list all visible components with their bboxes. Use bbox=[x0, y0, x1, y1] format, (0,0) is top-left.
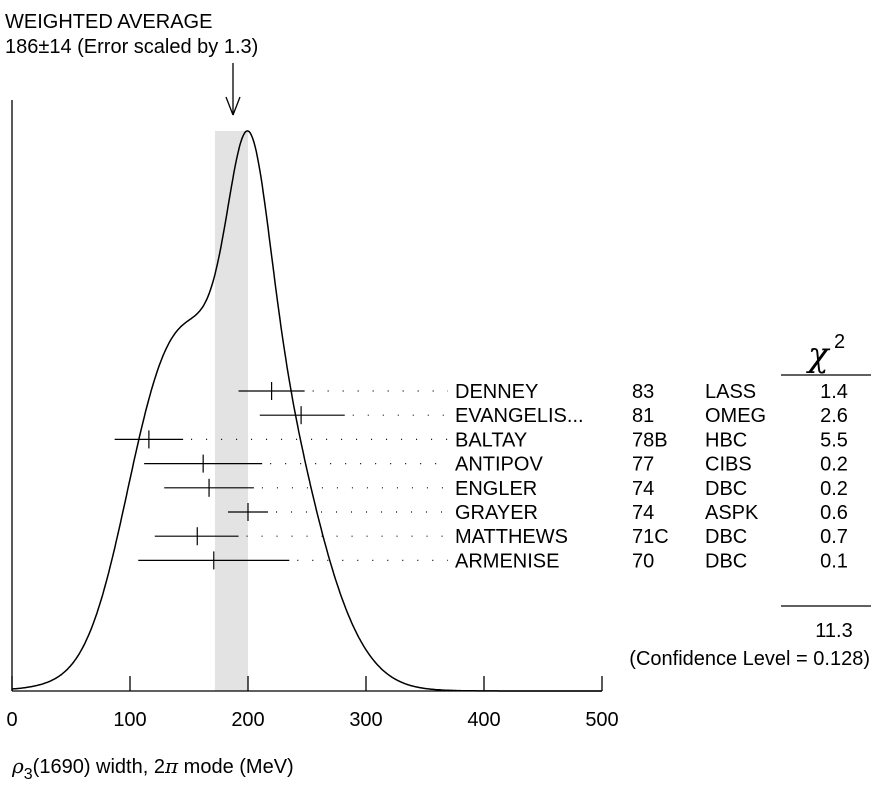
x-axis-label-mid: (1690) width, 2 bbox=[33, 756, 165, 778]
measurement-technique: DBC bbox=[705, 550, 747, 572]
measurement-technique: CIBS bbox=[705, 454, 752, 476]
measurement-chi2: 5.5 bbox=[820, 429, 848, 451]
measurement-author: ANTIPOV bbox=[455, 454, 543, 476]
x-axis-label-end: mode (MeV) bbox=[178, 756, 294, 778]
x-axis-label: ρ3(1690) width, 2π mode (MeV) bbox=[11, 754, 294, 783]
measurement-author: GRAYER bbox=[455, 502, 538, 524]
chi-power: 2 bbox=[834, 331, 845, 353]
x-axis-ticks: 0 100 200 300 400 500 bbox=[6, 676, 619, 731]
measurement-row: EVANGELIS... 81 OMEG 2.6 bbox=[259, 405, 848, 427]
measurement-row: ENGLER 74 DBC 0.2 bbox=[164, 478, 848, 500]
measurement-row: DENNEY 83 LASS 1.4 bbox=[238, 381, 848, 403]
measurement-author: ARMENISE bbox=[455, 550, 559, 572]
measurement-author: DENNEY bbox=[455, 381, 538, 403]
x-tick-label: 100 bbox=[113, 709, 146, 731]
x-axis-label-sub: 3 bbox=[24, 766, 33, 783]
measurement-chi2: 0.1 bbox=[820, 550, 848, 572]
ideogram-curve bbox=[11, 130, 602, 692]
measurement-row: ANTIPOV 77 CIBS 0.2 bbox=[144, 454, 848, 476]
measurement-chi2: 2.6 bbox=[820, 405, 848, 427]
measurement-technique: OMEG bbox=[705, 405, 766, 427]
measurement-author: MATTHEWS bbox=[455, 526, 568, 548]
measurement-row: ARMENISE 70 DBC 0.1 bbox=[138, 550, 848, 572]
confidence-level: (Confidence Level = 0.128) bbox=[629, 648, 870, 670]
weighted-average-title: WEIGHTED AVERAGE bbox=[5, 11, 212, 33]
measurement-technique: HBC bbox=[705, 429, 747, 451]
measurement-year: 70 bbox=[632, 550, 654, 572]
measurement-technique: DBC bbox=[705, 478, 747, 500]
measurement-author: ENGLER bbox=[455, 478, 537, 500]
measurement-technique: LASS bbox=[705, 381, 756, 403]
weighted-average-value: 186±14 (Error scaled by 1.3) bbox=[5, 36, 258, 58]
x-tick-label: 0 bbox=[6, 709, 17, 731]
measurement-technique: DBC bbox=[705, 526, 747, 548]
measurement-year: 71C bbox=[632, 526, 669, 548]
x-axis-label-pi: π bbox=[164, 754, 179, 778]
measurement-chi2: 0.7 bbox=[820, 526, 848, 548]
chi2-total: 11.3 bbox=[815, 620, 852, 642]
measurement-year: 81 bbox=[632, 405, 654, 427]
measurement-chi2: 0.6 bbox=[820, 502, 848, 524]
measurement-year: 77 bbox=[632, 454, 654, 476]
measurement-row: BALTAY 78B HBC 5.5 bbox=[114, 429, 848, 451]
measurement-author: EVANGELIS... bbox=[455, 405, 584, 427]
x-tick-label: 500 bbox=[585, 709, 618, 731]
measurement-year: 83 bbox=[632, 381, 654, 403]
measurement-chi2: 0.2 bbox=[820, 454, 848, 476]
measurement-technique: ASPK bbox=[705, 502, 759, 524]
chi-symbol: χ bbox=[806, 335, 831, 375]
x-axis-label-rho: ρ bbox=[11, 754, 24, 778]
chi2-header: χ 2 bbox=[806, 331, 845, 375]
measurement-chi2: 1.4 bbox=[820, 381, 848, 403]
weighted-average-arrow bbox=[225, 63, 241, 116]
measurement-row: MATTHEWS 71C DBC 0.7 bbox=[154, 526, 848, 548]
x-tick-label: 200 bbox=[231, 709, 264, 731]
x-tick-label: 400 bbox=[467, 709, 500, 731]
weighted-average-band bbox=[214, 131, 248, 691]
measurement-row: GRAYER 74 ASPK 0.6 bbox=[227, 502, 848, 524]
measurement-year: 78B bbox=[632, 429, 668, 451]
measurement-author: BALTAY bbox=[455, 429, 527, 451]
x-tick-label: 300 bbox=[349, 709, 382, 731]
measurement-year: 74 bbox=[632, 502, 654, 524]
measurement-year: 74 bbox=[632, 478, 654, 500]
measurement-chi2: 0.2 bbox=[820, 478, 848, 500]
